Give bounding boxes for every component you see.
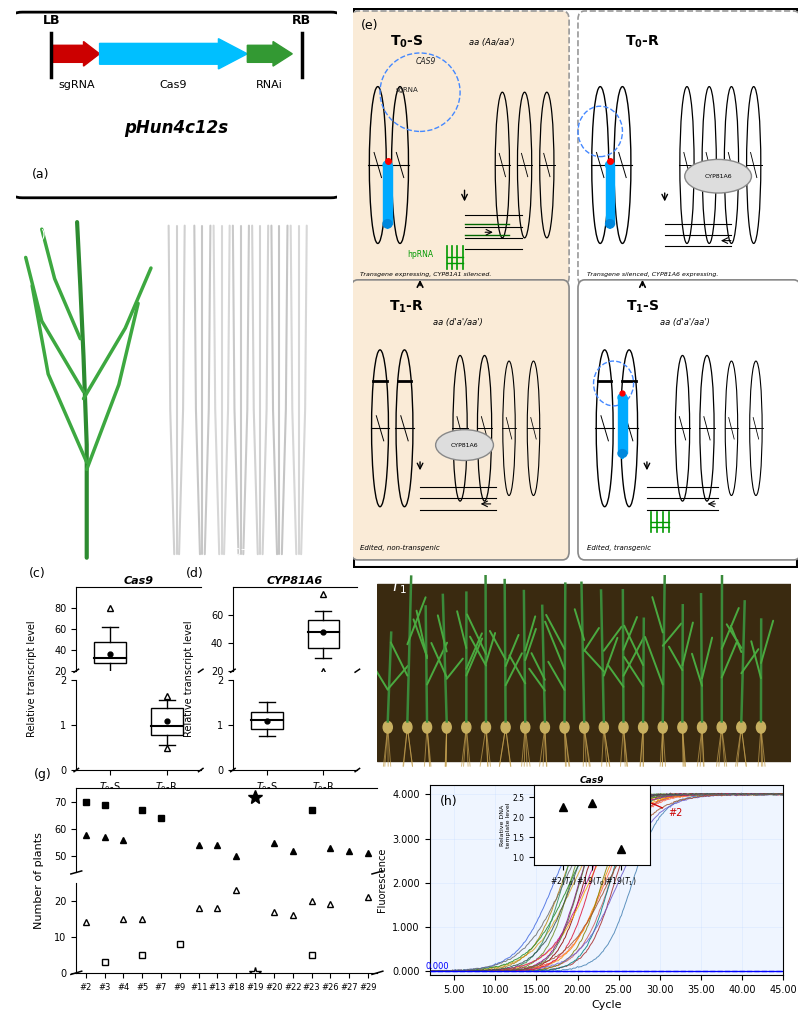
- Text: Relative transcript level: Relative transcript level: [184, 621, 193, 736]
- Text: Number of plants: Number of plants: [34, 833, 43, 929]
- Bar: [307, 621, 338, 648]
- Ellipse shape: [383, 721, 392, 733]
- Text: $\mathbf{T_0}$-R: $\mathbf{T_0}$-R: [624, 34, 659, 50]
- Text: $T_0$-R: $T_0$-R: [56, 543, 85, 558]
- Ellipse shape: [755, 721, 764, 733]
- Bar: [151, 708, 182, 735]
- Text: RB: RB: [292, 14, 311, 28]
- Ellipse shape: [605, 161, 614, 169]
- FancyBboxPatch shape: [10, 12, 343, 198]
- FancyBboxPatch shape: [577, 280, 800, 560]
- FancyBboxPatch shape: [354, 9, 796, 567]
- Text: (b): (b): [29, 229, 47, 242]
- Text: RNAi: RNAi: [256, 80, 283, 90]
- Text: Edited, non-transgenic: Edited, non-transgenic: [359, 545, 439, 551]
- Text: #19: #19: [602, 801, 638, 818]
- Ellipse shape: [422, 721, 431, 733]
- Text: (c): (c): [29, 566, 46, 580]
- Bar: [618, 397, 626, 454]
- Ellipse shape: [559, 721, 569, 733]
- Ellipse shape: [618, 450, 626, 458]
- Text: #2: #2: [642, 799, 682, 818]
- Text: aa (d'a'/aa'): aa (d'a'/aa'): [433, 317, 483, 327]
- Title: Cas9: Cas9: [579, 775, 604, 784]
- FancyBboxPatch shape: [350, 11, 569, 286]
- Ellipse shape: [520, 721, 529, 733]
- Text: Relative transcript level: Relative transcript level: [27, 621, 37, 736]
- Text: Transgene silenced, CYP81A6 expressing.: Transgene silenced, CYP81A6 expressing.: [586, 272, 717, 276]
- Ellipse shape: [618, 721, 627, 733]
- Ellipse shape: [598, 721, 608, 733]
- Text: 0.000: 0.000: [425, 963, 448, 971]
- Text: Transgene expressing, CYP81A1 silenced.: Transgene expressing, CYP81A1 silenced.: [359, 272, 491, 276]
- FancyArrow shape: [99, 39, 247, 69]
- Ellipse shape: [579, 721, 588, 733]
- Bar: [95, 642, 126, 664]
- Ellipse shape: [684, 160, 751, 194]
- Text: (a): (a): [32, 168, 50, 180]
- Title: Cas9: Cas9: [124, 575, 153, 586]
- Ellipse shape: [481, 721, 490, 733]
- Text: Edited, transgenic: Edited, transgenic: [586, 545, 650, 551]
- Text: hpRNA: hpRNA: [407, 251, 432, 259]
- Ellipse shape: [697, 721, 706, 733]
- Text: LB: LB: [43, 14, 60, 28]
- Ellipse shape: [540, 721, 549, 733]
- Ellipse shape: [403, 721, 411, 733]
- Y-axis label: Fluorescence: Fluorescence: [376, 848, 387, 912]
- Text: $\mathbf{T_0}$-S: $\mathbf{T_0}$-S: [390, 34, 423, 50]
- Ellipse shape: [677, 721, 686, 733]
- Ellipse shape: [658, 721, 666, 733]
- FancyBboxPatch shape: [577, 11, 800, 286]
- Ellipse shape: [442, 721, 451, 733]
- Ellipse shape: [435, 430, 493, 461]
- Bar: [383, 165, 391, 224]
- Text: $\mathbf{T_1}$-R: $\mathbf{T_1}$-R: [389, 298, 423, 314]
- Y-axis label: Relative DNA
template level: Relative DNA template level: [500, 803, 510, 848]
- FancyArrow shape: [247, 42, 292, 67]
- Text: CYP81A6: CYP81A6: [450, 442, 478, 447]
- Ellipse shape: [605, 219, 614, 228]
- X-axis label: Cycle: Cycle: [590, 1000, 621, 1010]
- Ellipse shape: [383, 219, 391, 228]
- Text: (d): (d): [185, 566, 203, 580]
- Text: (g): (g): [34, 768, 52, 781]
- FancyBboxPatch shape: [350, 280, 569, 560]
- Text: aa (Aa/aa'): aa (Aa/aa'): [468, 38, 514, 47]
- Ellipse shape: [638, 721, 647, 733]
- Text: (h): (h): [439, 795, 457, 808]
- Text: aa (d'a'/aa'): aa (d'a'/aa'): [659, 317, 709, 327]
- Text: (e): (e): [361, 19, 379, 33]
- Text: $T_0$-S: $T_0$-S: [227, 543, 254, 558]
- Text: sgRNA: sgRNA: [59, 80, 95, 90]
- Ellipse shape: [736, 721, 745, 733]
- Text: $\mathbf{T_1}$-S: $\mathbf{T_1}$-S: [625, 298, 658, 314]
- Text: pHun4c12s: pHun4c12s: [124, 119, 229, 136]
- Bar: [251, 713, 282, 729]
- Text: CAS9: CAS9: [415, 57, 435, 67]
- FancyArrow shape: [51, 42, 99, 67]
- Ellipse shape: [500, 721, 509, 733]
- Bar: [605, 165, 614, 224]
- Ellipse shape: [383, 161, 391, 169]
- Ellipse shape: [618, 393, 626, 401]
- Text: $T_1$: $T_1$: [389, 578, 407, 596]
- Ellipse shape: [716, 721, 725, 733]
- Text: sgRNA: sgRNA: [395, 87, 418, 93]
- Text: Cas9: Cas9: [160, 80, 187, 90]
- Ellipse shape: [461, 721, 470, 733]
- Title: CYP81A6: CYP81A6: [267, 575, 322, 586]
- Text: CYP81A6: CYP81A6: [703, 174, 731, 179]
